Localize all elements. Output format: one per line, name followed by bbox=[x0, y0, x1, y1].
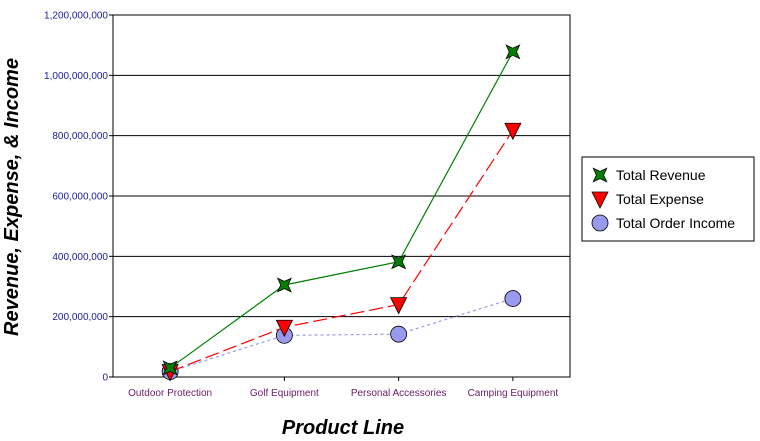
x-tick-label: Outdoor Protection bbox=[128, 388, 212, 399]
y-tick-label: 200,000,000 bbox=[52, 312, 108, 323]
legend-label: Total Expense bbox=[616, 191, 704, 207]
series-line bbox=[169, 297, 514, 373]
legend: Total Revenue Total Expense Total Order In… bbox=[581, 156, 755, 242]
legend-marker bbox=[591, 214, 609, 232]
y-axis-tick-labels: 0 200,000,000 400,000,000 600,000,000 800,00… bbox=[44, 11, 113, 384]
y-axis-title: Revenue, Expense, & Income bbox=[1, 58, 23, 336]
y-tick-label: 0 bbox=[102, 373, 108, 384]
legend-box bbox=[581, 156, 755, 242]
legend-marker bbox=[592, 167, 608, 183]
series-line bbox=[169, 129, 514, 373]
data-point bbox=[390, 325, 408, 343]
y-tick-label: 400,000,000 bbox=[52, 252, 108, 263]
x-axis-title: Product Line bbox=[282, 417, 404, 439]
series-layer bbox=[161, 44, 522, 382]
data-point bbox=[389, 297, 408, 315]
y-tick-label: 1,000,000,000 bbox=[44, 71, 108, 82]
data-point bbox=[162, 360, 178, 376]
grid-lines bbox=[113, 74, 570, 318]
series-line bbox=[169, 51, 514, 369]
series-star bbox=[162, 44, 521, 376]
legend-label: Total Order Income bbox=[616, 215, 735, 231]
x-tick-label: Personal Accessories bbox=[351, 388, 447, 399]
data-point bbox=[391, 254, 407, 270]
data-point bbox=[504, 122, 522, 141]
y-tick-label: 600,000,000 bbox=[52, 192, 108, 203]
legend-item: Total Expense bbox=[591, 191, 704, 209]
x-tick-label: Golf Equipment bbox=[250, 388, 319, 399]
legend-item: Total Order Income bbox=[591, 214, 735, 232]
y-tick-label: 800,000,000 bbox=[52, 131, 108, 142]
data-point bbox=[505, 44, 521, 60]
legend-marker bbox=[591, 191, 609, 209]
y-tick-label: 1,200,000,000 bbox=[44, 11, 108, 22]
data-point bbox=[504, 290, 522, 307]
x-tick-label: Camping Equipment bbox=[468, 388, 559, 399]
data-point bbox=[275, 319, 294, 338]
data-point bbox=[276, 277, 292, 293]
x-axis-tick-labels: Outdoor Protection Golf Equipment Personal… bbox=[128, 377, 558, 399]
series-triangle-down bbox=[161, 122, 522, 382]
legend-label: Total Revenue bbox=[616, 167, 706, 183]
legend-item: Total Revenue bbox=[592, 167, 706, 183]
